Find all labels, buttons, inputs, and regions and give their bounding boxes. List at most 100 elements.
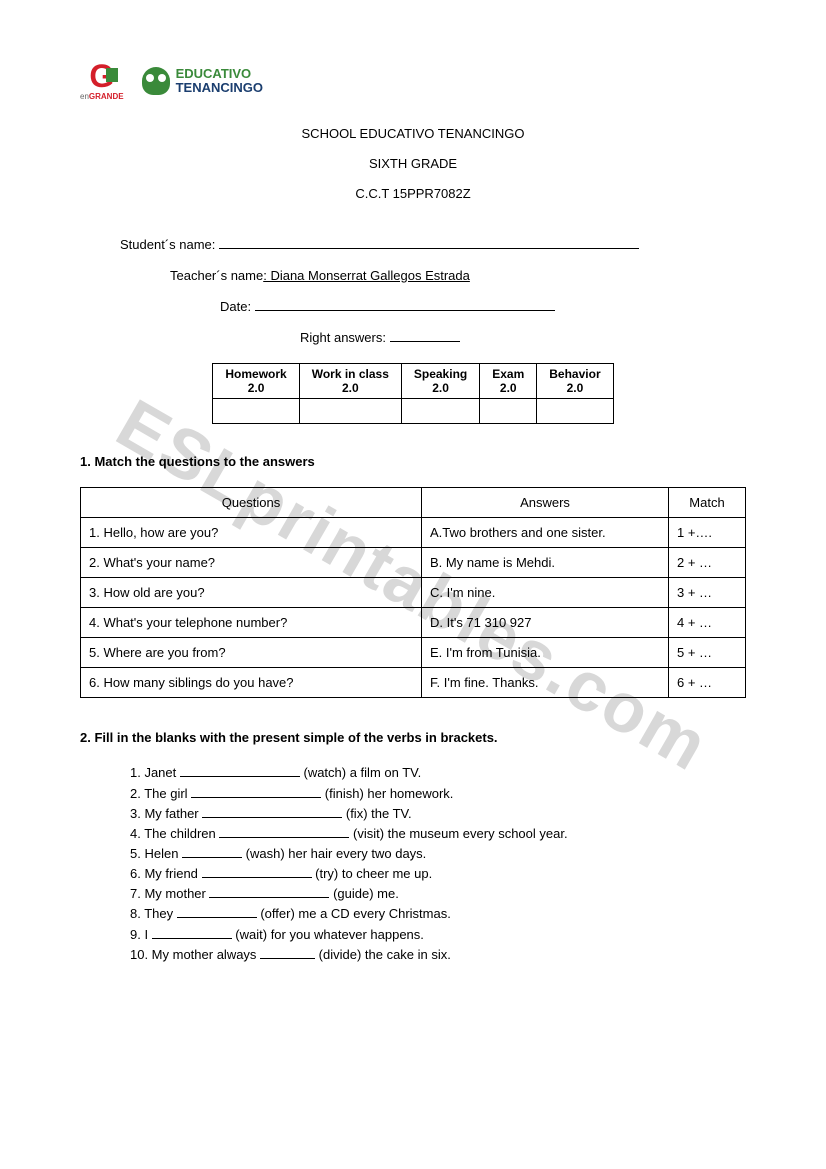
fill-blank[interactable] — [180, 765, 300, 777]
right-answers-label: Right answers: — [300, 330, 390, 345]
qa-match[interactable]: 3 + … — [669, 578, 746, 608]
fill-item: 6. My friend (try) to cheer me up. — [130, 864, 746, 884]
qa-question: 5. Where are you from? — [81, 638, 422, 668]
grade-table: Homework2.0Work in class2.0Speaking2.0Ex… — [212, 363, 613, 424]
fill-pre: 6. My friend — [130, 866, 202, 881]
page-content: G enGRANDE EDUCATIVO TENANCINGO SCHOOL E… — [0, 0, 826, 1005]
teacher-line: Teacher´s name: Diana Monserrat Gallegos… — [80, 260, 746, 291]
qa-answer: C. I'm nine. — [422, 578, 669, 608]
grade-empty-cell[interactable] — [401, 399, 479, 424]
logo-engrande: G enGRANDE — [80, 60, 124, 101]
col-answers: Answers — [422, 488, 669, 518]
qa-question: 6. How many siblings do you have? — [81, 668, 422, 698]
fill-pre: 8. They — [130, 906, 177, 921]
fill-item: 9. I (wait) for you whatever happens. — [130, 925, 746, 945]
qa-match[interactable]: 1 +…. — [669, 518, 746, 548]
qa-question: 1. Hello, how are you? — [81, 518, 422, 548]
fill-pre: 9. I — [130, 927, 152, 942]
fill-item: 8. They (offer) me a CD every Christmas. — [130, 904, 746, 924]
qa-match[interactable]: 5 + … — [669, 638, 746, 668]
grade-header-cell: Work in class2.0 — [299, 364, 401, 399]
fill-blank[interactable] — [177, 906, 257, 918]
grade-empty-cell[interactable] — [299, 399, 401, 424]
fill-blank[interactable] — [152, 927, 232, 939]
grade-header-cell: Homework2.0 — [213, 364, 299, 399]
qa-answer: B. My name is Mehdi. — [422, 548, 669, 578]
fill-item: 10. My mother always (divide) the cake i… — [130, 945, 746, 965]
fill-item: 5. Helen (wash) her hair every two days. — [130, 844, 746, 864]
fill-pre: 7. My mother — [130, 886, 209, 901]
qa-question: 2. What's your name? — [81, 548, 422, 578]
fill-blank[interactable] — [191, 786, 321, 798]
header-grade: SIXTH GRADE — [80, 149, 746, 179]
fill-blank[interactable] — [219, 826, 349, 838]
fill-blank[interactable] — [260, 947, 315, 959]
fill-blank[interactable] — [202, 806, 342, 818]
owl-icon — [142, 67, 170, 95]
qa-row: 5. Where are you from?E. I'm from Tunisi… — [81, 638, 746, 668]
qa-answer: E. I'm from Tunisia. — [422, 638, 669, 668]
fill-post: (wait) for you whatever happens. — [232, 927, 424, 942]
fill-blank[interactable] — [209, 886, 329, 898]
section2-title: 2. Fill in the blanks with the present s… — [80, 730, 746, 745]
grade-empty-cell[interactable] — [213, 399, 299, 424]
grade-empty-cell[interactable] — [537, 399, 613, 424]
teacher-label: Teacher´s name — [170, 268, 263, 283]
fill-pre: 4. The children — [130, 826, 219, 841]
student-blank[interactable] — [219, 248, 639, 249]
logo-tenancingo-text: EDUCATIVO TENANCINGO — [176, 67, 263, 94]
qa-match[interactable]: 4 + … — [669, 608, 746, 638]
fill-item: 2. The girl (finish) her homework. — [130, 784, 746, 804]
fill-pre: 5. Helen — [130, 846, 182, 861]
qa-question: 4. What's your telephone number? — [81, 608, 422, 638]
fill-pre: 3. My father — [130, 806, 202, 821]
section1-title: 1. Match the questions to the answers — [80, 454, 746, 469]
fill-item: 7. My mother (guide) me. — [130, 884, 746, 904]
qa-question: 3. How old are you? — [81, 578, 422, 608]
right-answers-blank[interactable] — [390, 341, 460, 342]
fill-post: (offer) me a CD every Christmas. — [257, 906, 451, 921]
qa-match[interactable]: 2 + … — [669, 548, 746, 578]
qa-header-row: Questions Answers Match — [81, 488, 746, 518]
qa-answer: F. I'm fine. Thanks. — [422, 668, 669, 698]
logo-sub-prefix: en — [80, 92, 89, 101]
logo-engrande-g: G — [89, 60, 114, 92]
fill-post: (try) to cheer me up. — [312, 866, 433, 881]
qa-table: Questions Answers Match 1. Hello, how ar… — [80, 487, 746, 698]
qa-match[interactable]: 6 + … — [669, 668, 746, 698]
fill-post: (finish) her homework. — [321, 786, 453, 801]
qa-row: 4. What's your telephone number?D. It's … — [81, 608, 746, 638]
fill-post: (wash) her hair every two days. — [242, 846, 426, 861]
fill-pre: 10. My mother always — [130, 947, 260, 962]
qa-answer: D. It's 71 310 927 — [422, 608, 669, 638]
header-school: SCHOOL EDUCATIVO TENANCINGO — [80, 119, 746, 149]
date-blank[interactable] — [255, 310, 555, 311]
fill-pre: 1. Janet — [130, 765, 180, 780]
col-questions: Questions — [81, 488, 422, 518]
fill-post: (fix) the TV. — [342, 806, 411, 821]
grade-header-cell: Exam2.0 — [480, 364, 537, 399]
fill-item: 1. Janet (watch) a film on TV. — [130, 763, 746, 783]
fill-post: (watch) a film on TV. — [300, 765, 421, 780]
fill-list: 1. Janet (watch) a film on TV.2. The gir… — [80, 763, 746, 964]
grade-header-cell: Speaking2.0 — [401, 364, 479, 399]
qa-row: 6. How many siblings do you have?F. I'm … — [81, 668, 746, 698]
right-answers-line: Right answers: — [80, 322, 746, 353]
qa-row: 3. How old are you?C. I'm nine.3 + … — [81, 578, 746, 608]
qa-row: 2. What's your name?B. My name is Mehdi.… — [81, 548, 746, 578]
student-label: Student´s name: — [120, 237, 219, 252]
document-header: SCHOOL EDUCATIVO TENANCINGO SIXTH GRADE … — [80, 119, 746, 209]
teacher-value: : Diana Monserrat Gallegos Estrada — [263, 268, 470, 283]
fill-post: (guide) me. — [329, 886, 398, 901]
date-line: Date: — [80, 291, 746, 322]
date-label: Date: — [220, 299, 255, 314]
info-block: Student´s name: Teacher´s name: Diana Mo… — [80, 229, 746, 354]
fill-blank[interactable] — [182, 846, 242, 858]
header-cct: C.C.T 15PPR7082Z — [80, 179, 746, 209]
fill-item: 4. The children (visit) the museum every… — [130, 824, 746, 844]
logo-tenancingo: EDUCATIVO TENANCINGO — [142, 67, 263, 95]
grade-header-cell: Behavior2.0 — [537, 364, 613, 399]
logo-tenan-bottom: TENANCINGO — [176, 81, 263, 95]
grade-empty-cell[interactable] — [480, 399, 537, 424]
fill-blank[interactable] — [202, 866, 312, 878]
